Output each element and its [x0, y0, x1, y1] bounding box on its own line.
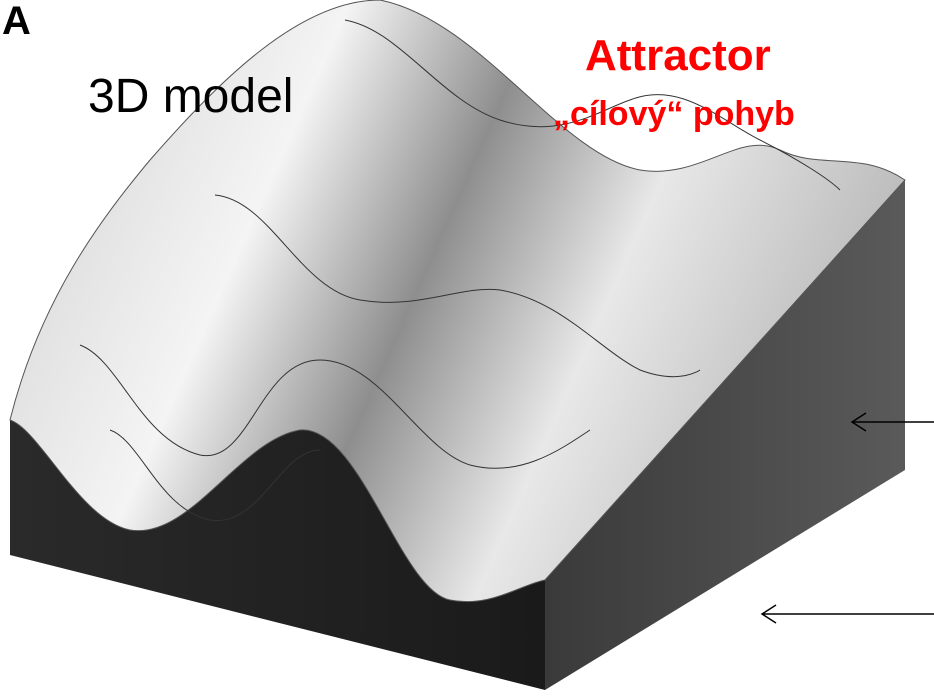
- panel-label: A: [2, 0, 31, 43]
- contour-lines: [79, 19, 841, 521]
- contour-line: [344, 19, 841, 191]
- front-face: [10, 420, 545, 690]
- arrows: [760, 412, 934, 624]
- contour-line: [109, 429, 321, 521]
- contour-line: [214, 194, 701, 378]
- arrow: [760, 604, 934, 624]
- right-face: [545, 180, 905, 690]
- annotation-subtitle: „cílový“ pohyb: [553, 95, 795, 133]
- top-surface: [9, 0, 906, 603]
- arrow: [850, 412, 934, 432]
- annotation-title: Attractor: [585, 31, 771, 80]
- diagram-title: 3D model: [88, 70, 293, 123]
- contour-line: [79, 344, 591, 469]
